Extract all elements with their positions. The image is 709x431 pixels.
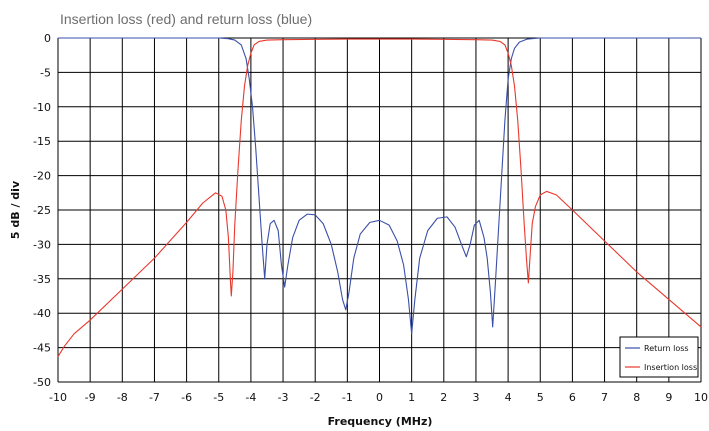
- x-tick-label: -1: [342, 391, 353, 404]
- x-tick-label: 10: [694, 391, 708, 404]
- x-tick-label: 4: [505, 391, 512, 404]
- y-tick-label: -20: [33, 170, 51, 183]
- x-tick-label: 0: [376, 391, 383, 404]
- x-tick-label: 9: [665, 391, 672, 404]
- y-axis-label: 5 dB / div: [9, 180, 22, 239]
- x-tick-labels: -10 -9 -8 -7 -6 -5 -4 -3 -2 -1 0 1 2 3 4 5 6 7 8 9 10: [49, 391, 708, 404]
- x-tick-label: -6: [181, 391, 192, 404]
- y-tick-labels: 0 -5 -10 -15 -20 -25 -30 -35 -40 -45 -50: [33, 32, 51, 389]
- y-tick-label: -10: [33, 101, 51, 114]
- y-tick-label: -50: [33, 376, 51, 389]
- x-tick-label: -7: [149, 391, 160, 404]
- series-line-return-loss: [58, 37, 701, 335]
- y-tick-label: -40: [33, 307, 51, 320]
- x-tick-label: -2: [310, 391, 321, 404]
- y-tick-label: -35: [33, 273, 51, 286]
- x-tick-label: -3: [278, 391, 289, 404]
- x-tick-label: 8: [633, 391, 640, 404]
- x-tick-label: -5: [213, 391, 224, 404]
- y-tick-label: -30: [33, 238, 51, 251]
- series-line-insertion-loss: [57, 38, 702, 357]
- x-tick-label: 2: [440, 391, 447, 404]
- x-tick-label: 1: [408, 391, 415, 404]
- grid-lines: [57, 37, 702, 383]
- x-tick-label: -9: [85, 391, 96, 404]
- legend-label-return-loss: Return loss: [644, 344, 689, 353]
- x-tick-label: 6: [569, 391, 576, 404]
- x-tick-label: 3: [472, 391, 479, 404]
- legend-label-insertion-loss: Insertion loss: [644, 363, 697, 372]
- legend-box: [619, 336, 699, 378]
- y-tick-label: 0: [44, 32, 51, 45]
- y-tick-label: -45: [33, 342, 51, 355]
- x-tick-label: 5: [537, 391, 544, 404]
- x-tick-label: -8: [117, 391, 128, 404]
- x-axis-label: Frequency (MHz): [328, 415, 433, 428]
- y-tick-label: -5: [40, 66, 51, 79]
- series-layer: [57, 37, 702, 357]
- y-tick-label: -25: [33, 204, 51, 217]
- y-tick-label: -15: [33, 135, 51, 148]
- x-tick-label: -4: [245, 391, 256, 404]
- legend: Return loss Insertion loss: [619, 336, 699, 378]
- x-tick-label: 7: [601, 391, 608, 404]
- chart-title: Insertion loss (red) and return loss (bl…: [60, 11, 312, 27]
- x-tick-label: -10: [49, 391, 67, 404]
